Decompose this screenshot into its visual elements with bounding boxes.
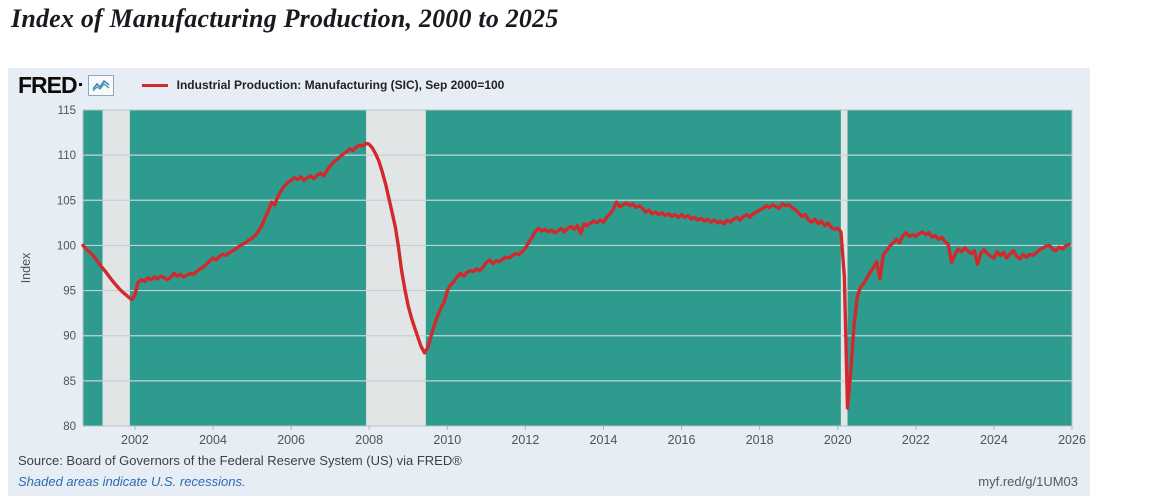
x-axis-tick-label: 2016 xyxy=(668,433,696,447)
y-axis-tick-label: 95 xyxy=(63,286,76,298)
y-axis-tick-label: 85 xyxy=(63,376,76,388)
data-line xyxy=(81,141,1071,410)
plot-border xyxy=(82,109,1073,427)
x-axis-tick-label: 2010 xyxy=(433,433,461,447)
y-axis-tick-label: 110 xyxy=(58,150,76,162)
recession-note-link[interactable]: Shaded areas indicate U.S. recessions. xyxy=(18,474,246,489)
x-axis-tick-label: 2004 xyxy=(199,433,227,447)
fred-logo-registered-dot xyxy=(78,83,82,86)
x-axis-tick-label: 2022 xyxy=(902,433,930,447)
x-axis-tick-label: 2014 xyxy=(590,433,618,447)
chart-header: FRED Industrial Production: Manufacturin… xyxy=(18,72,504,98)
x-axis-tick-label: 2020 xyxy=(824,433,852,447)
x-axis-tick-label: 2012 xyxy=(511,433,539,447)
legend: Industrial Production: Manufacturing (SI… xyxy=(141,78,505,92)
page-title: Index of Manufacturing Production, 2000 … xyxy=(11,4,559,33)
x-axis-tick-label: 2002 xyxy=(121,433,149,447)
fred-logo: FRED xyxy=(18,72,78,98)
sparkline-icon xyxy=(87,74,114,96)
recession-band xyxy=(102,110,130,426)
legend-line-swatch xyxy=(141,83,168,87)
plot-background xyxy=(83,110,1072,426)
y-axis-tick-label: 105 xyxy=(57,195,76,207)
x-axis-tick-label: 2024 xyxy=(980,433,1008,447)
source-line: Source: Board of Governors of the Federa… xyxy=(18,453,462,468)
x-axis-tick-label: 2026 xyxy=(1058,433,1086,447)
fred-chart-plot[interactable]: 80 85 90 95 100 105 110 115 2002 2004 2006 2008 2010… xyxy=(8,68,1090,496)
x-axis-tick-label: 2008 xyxy=(355,433,383,447)
chart-card: 80 85 90 95 100 105 110 115 2002 2004 2006 2008 2010… xyxy=(8,68,1090,496)
y-axis-tick-label: 80 xyxy=(63,421,76,433)
legend-label: Industrial Production: Manufacturing (SI… xyxy=(176,78,505,92)
short-url: myf.red/g/1UM03 xyxy=(978,474,1078,489)
x-axis-tick-label: 2018 xyxy=(746,433,774,447)
recession-band xyxy=(366,110,426,426)
x-axis-tick-label: 2006 xyxy=(277,433,305,447)
y-axis-tick-label: 90 xyxy=(63,331,76,343)
y-axis-tick-label: 115 xyxy=(58,105,76,117)
y-axis-tick-label: 100 xyxy=(57,240,76,252)
y-axis-title: Index xyxy=(19,252,33,283)
